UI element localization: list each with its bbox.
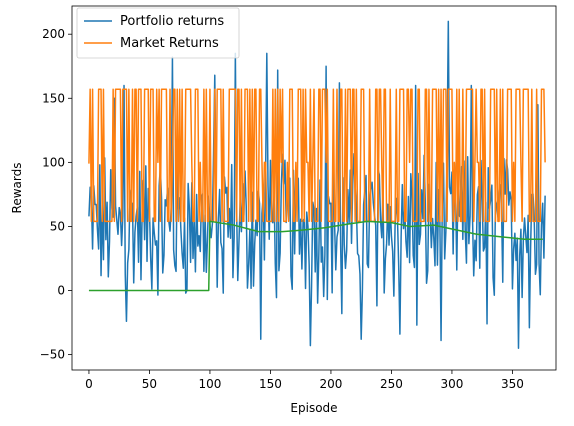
x-tick-label: 0 [85, 377, 93, 391]
series-line-1 [88, 88, 546, 223]
legend: Portfolio returns Market Returns [76, 7, 240, 59]
series-layer [88, 20, 546, 349]
x-tick-label: 100 [198, 377, 221, 391]
y-tick-label: 0 [57, 284, 65, 298]
y-tick-label: −50 [40, 348, 65, 362]
y-tick-label: 50 [50, 219, 65, 233]
x-tick-label: 300 [440, 377, 463, 391]
legend-label-portfolio: Portfolio returns [120, 14, 224, 29]
plot-background [72, 6, 556, 370]
series-line-0 [88, 20, 546, 349]
x-axis: 0 50 100 150 200 250 300 350 [85, 370, 524, 391]
y-axis-label: Rewards [10, 163, 24, 214]
y-tick-label: 200 [42, 27, 65, 41]
x-tick-label: 250 [380, 377, 403, 391]
x-tick-label: 350 [501, 377, 524, 391]
y-tick-label: 100 [42, 155, 65, 169]
legend-label-market: Market Returns [120, 36, 219, 51]
y-axis: −50 0 50 100 150 200 [40, 27, 72, 362]
series-line-2 [88, 220, 543, 292]
x-tick-label: 150 [259, 377, 282, 391]
y-tick-label: 150 [42, 91, 65, 105]
legend-box [76, 7, 240, 59]
x-tick-label: 50 [142, 377, 157, 391]
plot-frame [71, 5, 557, 371]
x-tick-label: 200 [319, 377, 342, 391]
x-axis-label: Episode [290, 401, 337, 415]
